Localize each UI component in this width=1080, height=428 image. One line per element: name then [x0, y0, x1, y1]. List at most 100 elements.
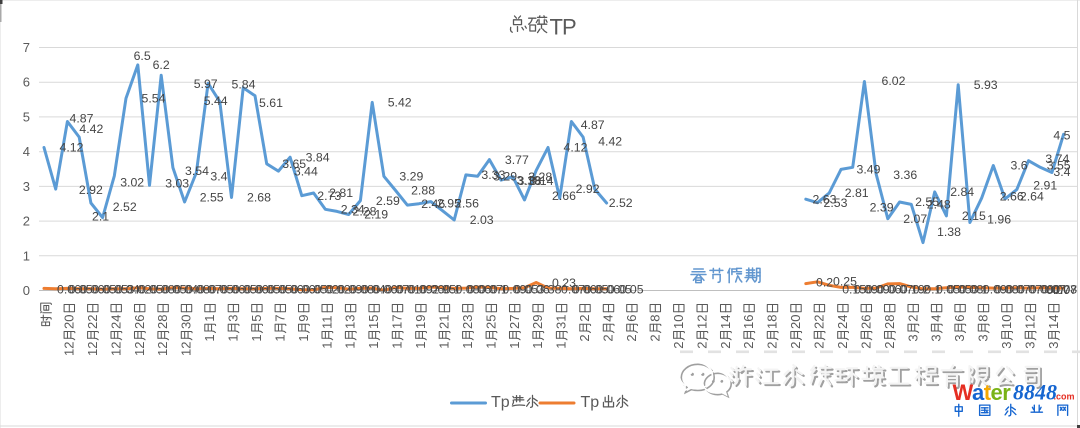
svg-text:3.4: 3.4	[210, 170, 227, 184]
svg-text:8: 8	[976, 315, 991, 322]
svg-text:12: 12	[1023, 315, 1038, 329]
svg-text:0.08: 0.08	[995, 283, 1019, 297]
svg-text:0.05: 0.05	[514, 283, 538, 297]
svg-text:23: 23	[460, 315, 475, 329]
svg-text:3.77: 3.77	[505, 153, 529, 167]
svg-text:4.12: 4.12	[564, 141, 588, 155]
svg-text:0.05: 0.05	[620, 283, 644, 297]
svg-text:3: 3	[23, 179, 30, 194]
svg-text:0.06: 0.06	[877, 283, 901, 297]
svg-text:22: 22	[812, 315, 827, 329]
svg-text:0.08: 0.08	[456, 283, 480, 297]
svg-text:0.07: 0.07	[1042, 283, 1066, 297]
svg-text:1: 1	[413, 342, 428, 349]
svg-text:TP: TP	[550, 15, 576, 40]
svg-text:2.63: 2.63	[813, 192, 837, 206]
svg-text:0.07: 0.07	[1046, 283, 1070, 297]
svg-text:28: 28	[882, 315, 897, 329]
svg-text:8: 8	[647, 315, 662, 322]
svg-text:3.74: 3.74	[1045, 152, 1069, 166]
svg-text:12: 12	[179, 342, 194, 356]
svg-text:3.29: 3.29	[399, 170, 423, 184]
svg-text:Tp: Tp	[491, 394, 510, 411]
svg-text:0.05: 0.05	[584, 283, 608, 297]
svg-text:0.05: 0.05	[209, 283, 233, 297]
svg-text:31: 31	[554, 315, 569, 329]
svg-text:0.07: 0.07	[889, 283, 913, 297]
svg-text:5.44: 5.44	[204, 94, 228, 108]
svg-text:2.56: 2.56	[455, 197, 479, 211]
svg-text:2.34: 2.34	[341, 203, 365, 217]
svg-text:1: 1	[202, 315, 217, 322]
svg-text:0.04: 0.04	[174, 283, 198, 297]
svg-text:0.1: 0.1	[971, 283, 988, 297]
svg-text:4: 4	[929, 315, 944, 322]
svg-text:0.06: 0.06	[221, 283, 245, 297]
svg-text:10: 10	[671, 315, 686, 329]
svg-text:1: 1	[202, 334, 217, 341]
svg-text:3.4: 3.4	[1053, 165, 1070, 179]
svg-text:1: 1	[554, 342, 569, 349]
svg-text:2: 2	[905, 315, 920, 322]
svg-text:3.55: 3.55	[1047, 159, 1071, 173]
svg-text:1: 1	[507, 342, 522, 349]
svg-text:2.52: 2.52	[609, 196, 633, 210]
svg-text:0.23: 0.23	[552, 276, 576, 290]
svg-text:3: 3	[1023, 342, 1038, 349]
svg-text:0.15: 0.15	[842, 283, 866, 297]
svg-text:21: 21	[437, 315, 452, 329]
svg-text:3.49: 3.49	[857, 163, 881, 177]
svg-text:1: 1	[226, 334, 241, 341]
svg-text:0.05: 0.05	[303, 283, 327, 297]
svg-text:2.07: 2.07	[903, 212, 927, 226]
svg-text:2.52: 2.52	[113, 200, 137, 214]
svg-text:2: 2	[624, 334, 639, 341]
svg-text:0.05: 0.05	[233, 283, 257, 297]
svg-text:0.07: 0.07	[561, 283, 585, 297]
svg-text:3: 3	[999, 342, 1014, 349]
svg-text:0.09: 0.09	[502, 283, 526, 297]
svg-text:0.05: 0.05	[256, 283, 280, 297]
svg-text:1: 1	[390, 342, 405, 349]
svg-text:0.07: 0.07	[479, 283, 503, 297]
svg-text:28: 28	[155, 315, 170, 329]
svg-text:19: 19	[413, 315, 428, 329]
svg-text:22: 22	[85, 315, 100, 329]
svg-text:17: 17	[390, 315, 405, 329]
svg-text:2.48: 2.48	[927, 198, 951, 212]
svg-text:12: 12	[61, 342, 76, 356]
svg-text:3.65: 3.65	[282, 157, 306, 171]
svg-text:3.28: 3.28	[528, 170, 552, 184]
svg-text:2.39: 2.39	[870, 200, 894, 214]
svg-text:0.06: 0.06	[245, 283, 269, 297]
svg-text:2.64: 2.64	[1020, 189, 1044, 203]
svg-text:9: 9	[296, 315, 311, 322]
svg-text:2: 2	[741, 342, 756, 349]
svg-text:0.08: 0.08	[1030, 283, 1054, 297]
svg-text:0.08: 0.08	[186, 283, 210, 297]
svg-text:2.81: 2.81	[329, 186, 353, 200]
svg-text:12: 12	[108, 342, 123, 356]
svg-text:1: 1	[23, 248, 30, 263]
svg-text:0.05: 0.05	[139, 283, 163, 297]
svg-text:26: 26	[132, 315, 147, 329]
svg-text:0.06: 0.06	[596, 283, 620, 297]
svg-text:0.06: 0.06	[526, 283, 550, 297]
svg-text:5.61: 5.61	[259, 96, 283, 110]
svg-text:3.33: 3.33	[481, 168, 505, 182]
svg-text:2.19: 2.19	[364, 208, 388, 222]
svg-text:1: 1	[366, 342, 381, 349]
svg-text:5: 5	[249, 315, 264, 322]
svg-text:6.5: 6.5	[134, 49, 151, 63]
svg-text:0.05: 0.05	[268, 283, 292, 297]
svg-text:0.05: 0.05	[69, 283, 93, 297]
svg-text:2.66: 2.66	[1000, 189, 1024, 203]
svg-text:4.5: 4.5	[1053, 128, 1070, 142]
svg-text:10: 10	[999, 315, 1014, 329]
svg-text:0.1: 0.1	[924, 283, 941, 297]
svg-text:0.2: 0.2	[913, 283, 930, 297]
svg-text:0.06: 0.06	[80, 283, 104, 297]
svg-text:2.88: 2.88	[411, 184, 435, 198]
svg-text:0.06: 0.06	[57, 283, 81, 297]
svg-text:2: 2	[647, 334, 662, 341]
